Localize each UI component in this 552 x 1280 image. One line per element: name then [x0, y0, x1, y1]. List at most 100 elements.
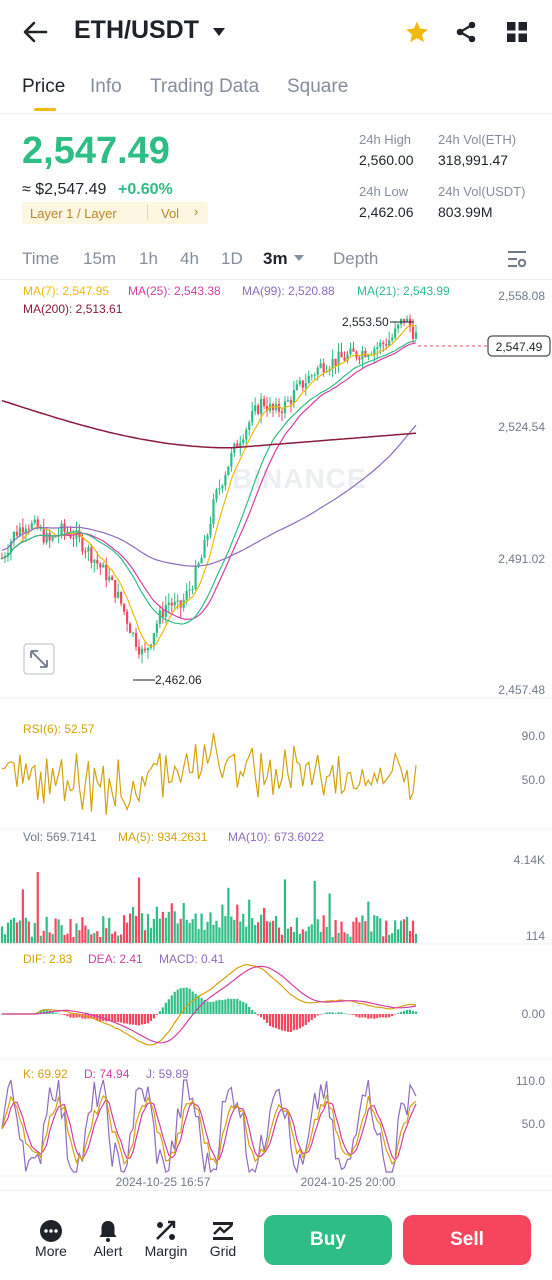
volume-bar	[173, 911, 176, 943]
volume-bars	[0, 872, 418, 943]
volume-bar	[268, 921, 272, 943]
vol-tick-label: 4.14K	[514, 853, 545, 867]
sell-button[interactable]: Sell	[403, 1215, 531, 1265]
volume-bar	[164, 917, 167, 943]
candle-body	[54, 536, 57, 538]
margin-button[interactable]: Margin	[138, 1205, 194, 1259]
timeframe-dropdown-icon[interactable]	[294, 255, 304, 262]
macd-bar	[152, 1014, 155, 1019]
volume-bar	[325, 926, 328, 943]
volume-bar	[6, 922, 10, 943]
candle-body	[257, 405, 260, 414]
exchange-watermark: BINANCE	[232, 463, 367, 494]
macd-bar	[230, 998, 233, 1014]
ma25-line	[1, 342, 417, 621]
macd-bar	[283, 1014, 287, 1032]
macd-bar	[215, 1000, 218, 1014]
volume-bar	[355, 917, 358, 943]
macd-bar	[328, 1012, 331, 1014]
pair-dropdown-icon[interactable]	[212, 27, 226, 37]
layout-grid-icon[interactable]	[506, 21, 528, 43]
volume-bar	[218, 927, 221, 943]
tab-square[interactable]: Square	[287, 76, 349, 97]
candle-body	[30, 522, 33, 530]
volume-bar	[39, 935, 42, 943]
low-marker-label: 2,462.06	[155, 673, 202, 687]
more-icon	[40, 1220, 62, 1242]
tab-info[interactable]: Info	[90, 76, 122, 97]
buy-button[interactable]: Buy	[264, 1215, 392, 1265]
volume-bar	[215, 920, 218, 943]
macd-bar	[313, 1014, 316, 1018]
back-arrow-icon[interactable]	[22, 20, 48, 44]
tag-layer[interactable]: Layer 1 / Layer	[30, 206, 117, 221]
chart-settings-icon[interactable]	[506, 249, 528, 269]
y-tick-label: 2,524.54	[498, 420, 545, 434]
timeframe-15m[interactable]: 15m	[83, 249, 117, 268]
volume-bar	[254, 925, 257, 943]
candle-body	[215, 489, 218, 500]
candle-body	[346, 354, 349, 361]
candle-body	[179, 600, 182, 608]
candle-body	[27, 528, 30, 530]
pair-title[interactable]: ETH/USDT	[74, 16, 199, 44]
candle-body	[242, 439, 245, 443]
last-price-tag[interactable]	[487, 335, 551, 357]
timeframe-1d[interactable]: 1D	[221, 249, 243, 268]
timeframe-depth[interactable]: Depth	[333, 249, 379, 268]
grid-bot-button[interactable]: Grid	[195, 1205, 251, 1259]
favorite-star-icon[interactable]	[404, 20, 430, 45]
macd-bar	[209, 1001, 212, 1014]
macd-bar	[54, 1012, 57, 1014]
candle-body	[334, 358, 337, 366]
candle-body	[286, 400, 290, 402]
macd-bar	[242, 1001, 245, 1014]
macd-bar	[346, 1013, 349, 1015]
macd-bar	[405, 1009, 409, 1014]
candle-body	[200, 557, 203, 564]
timeframe-4h[interactable]: 4h	[180, 249, 199, 268]
candle-body	[245, 429, 248, 440]
category-tags[interactable]: Layer 1 / Layer Vol ›	[22, 202, 208, 224]
volume-bar	[197, 929, 200, 943]
candle-body	[9, 541, 13, 553]
tab-trading-data[interactable]: Trading Data	[150, 76, 260, 97]
volume-bar	[158, 918, 161, 943]
volume-bar	[414, 933, 418, 943]
macd-bar	[233, 998, 236, 1014]
share-icon[interactable]	[454, 20, 478, 44]
volume-bar	[78, 930, 81, 943]
candle-body	[120, 591, 123, 604]
volume-bar	[200, 913, 203, 943]
ma200-legend: MA(200): 2,513.61	[23, 302, 123, 316]
rsi-line	[1, 733, 417, 815]
expand-icon	[30, 650, 48, 668]
volume-bar	[63, 934, 66, 943]
candle-body	[331, 358, 334, 369]
tab-price[interactable]: Price	[22, 76, 66, 97]
timeframe-1h[interactable]: 1h	[139, 249, 158, 268]
volume-bar	[373, 915, 376, 943]
timeframe-3m[interactable]: 3m	[263, 249, 288, 268]
macd-bar	[292, 1014, 295, 1031]
macd-bar	[137, 1014, 141, 1026]
kdj-lines	[1, 1079, 417, 1175]
x-tick-label: 2024-10-25 16:57	[116, 1175, 211, 1189]
candle-body	[265, 405, 269, 411]
macd-dea-line	[2, 965, 417, 1044]
tag-vol[interactable]: Vol	[161, 206, 180, 221]
macd-bar	[191, 991, 194, 1014]
alert-button[interactable]: Alert	[80, 1205, 136, 1259]
kline-chart[interactable]: MA(7): 2,547.95 MA(25): 2,543.38 MA(99):…	[0, 280, 552, 1190]
timeframe-time[interactable]: Time	[22, 249, 60, 268]
macd-bar	[358, 1014, 361, 1018]
ma99-legend: MA(99): 2,520.88	[242, 284, 335, 298]
macd-bar	[402, 1010, 406, 1014]
macd-bar	[408, 1009, 412, 1014]
volume-bar	[30, 936, 33, 943]
tabs-divider	[0, 113, 552, 114]
candle-body	[316, 367, 319, 375]
macd-value-legend: MACD: 0.41	[159, 952, 225, 966]
more-button[interactable]: More	[23, 1205, 79, 1259]
macd-bar	[274, 1014, 278, 1029]
